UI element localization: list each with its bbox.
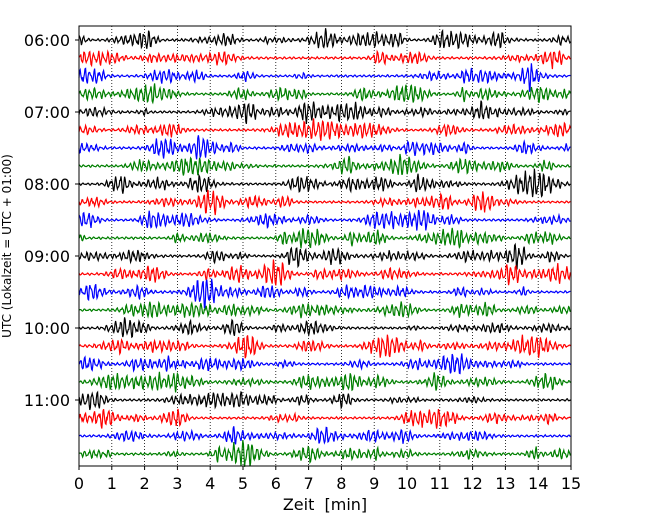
y-axis: 06:00 07:00 08:00 09:00 10:00 11:00	[24, 31, 79, 410]
seismogram-trace	[78, 28, 571, 50]
x-tick-label: 9	[369, 474, 379, 493]
seismogram-trace	[78, 83, 571, 105]
x-tick-label: 15	[561, 474, 581, 493]
seismogram-trace	[78, 300, 571, 319]
seismogram-trace	[78, 353, 571, 375]
grid	[111, 26, 539, 466]
x-tick-label: 6	[271, 474, 281, 493]
seismogram-trace	[78, 153, 571, 176]
seismogram-trace	[78, 135, 571, 160]
plot-frame	[78, 25, 572, 467]
x-tick-label: 1	[107, 474, 117, 493]
seismogram-trace	[78, 334, 571, 359]
x-axis: 0 1 2 3 4 5 6 7 8 9 10 11 12 13 14 15	[74, 466, 581, 493]
seismogram-trace	[78, 317, 571, 339]
x-tick-label: 11	[430, 474, 450, 493]
seismogram-trace	[78, 242, 571, 270]
y-tick-label: 07:00	[24, 103, 70, 122]
seismogram-trace	[78, 118, 571, 141]
y-tick-label: 06:00	[24, 31, 70, 50]
y-tick-label: 09:00	[24, 247, 70, 266]
x-tick-label: 13	[495, 474, 515, 493]
seismogram-trace	[78, 100, 571, 125]
y-axis-label: UTC (Lokalzeit = UTC + 01:00)	[0, 154, 14, 338]
x-tick-label: 14	[528, 474, 548, 493]
seismogram-trace	[78, 168, 571, 198]
x-tick-label: 10	[397, 474, 417, 493]
seismogram-trace	[78, 440, 571, 467]
seismogram-trace	[78, 426, 571, 445]
seismogram-trace	[78, 408, 571, 429]
seismogram-trace	[78, 227, 571, 249]
seismogram-trace	[78, 371, 571, 393]
x-tick-label: 8	[336, 474, 346, 493]
y-tick-label: 10:00	[24, 319, 70, 338]
seismogram-trace	[78, 278, 571, 310]
x-tick-label: 2	[140, 474, 150, 493]
x-tick-label: 12	[462, 474, 482, 493]
seismogram-trace	[78, 390, 571, 411]
x-tick-label: 4	[205, 474, 215, 493]
x-tick-label: 7	[304, 474, 314, 493]
x-tick-label: 0	[74, 474, 84, 493]
seismogram-trace	[78, 49, 571, 70]
seismogram-trace	[78, 189, 571, 216]
seismogram-trace	[78, 209, 571, 231]
x-tick-label: 3	[172, 474, 182, 493]
x-tick-label: 5	[238, 474, 248, 493]
x-axis-label: Zeit [min]	[283, 495, 367, 514]
y-tick-label: 08:00	[24, 175, 70, 194]
y-tick-label: 11:00	[24, 391, 70, 410]
seismogram-trace	[78, 63, 571, 92]
trace-group	[78, 28, 571, 467]
seismogram-trace	[78, 259, 571, 286]
